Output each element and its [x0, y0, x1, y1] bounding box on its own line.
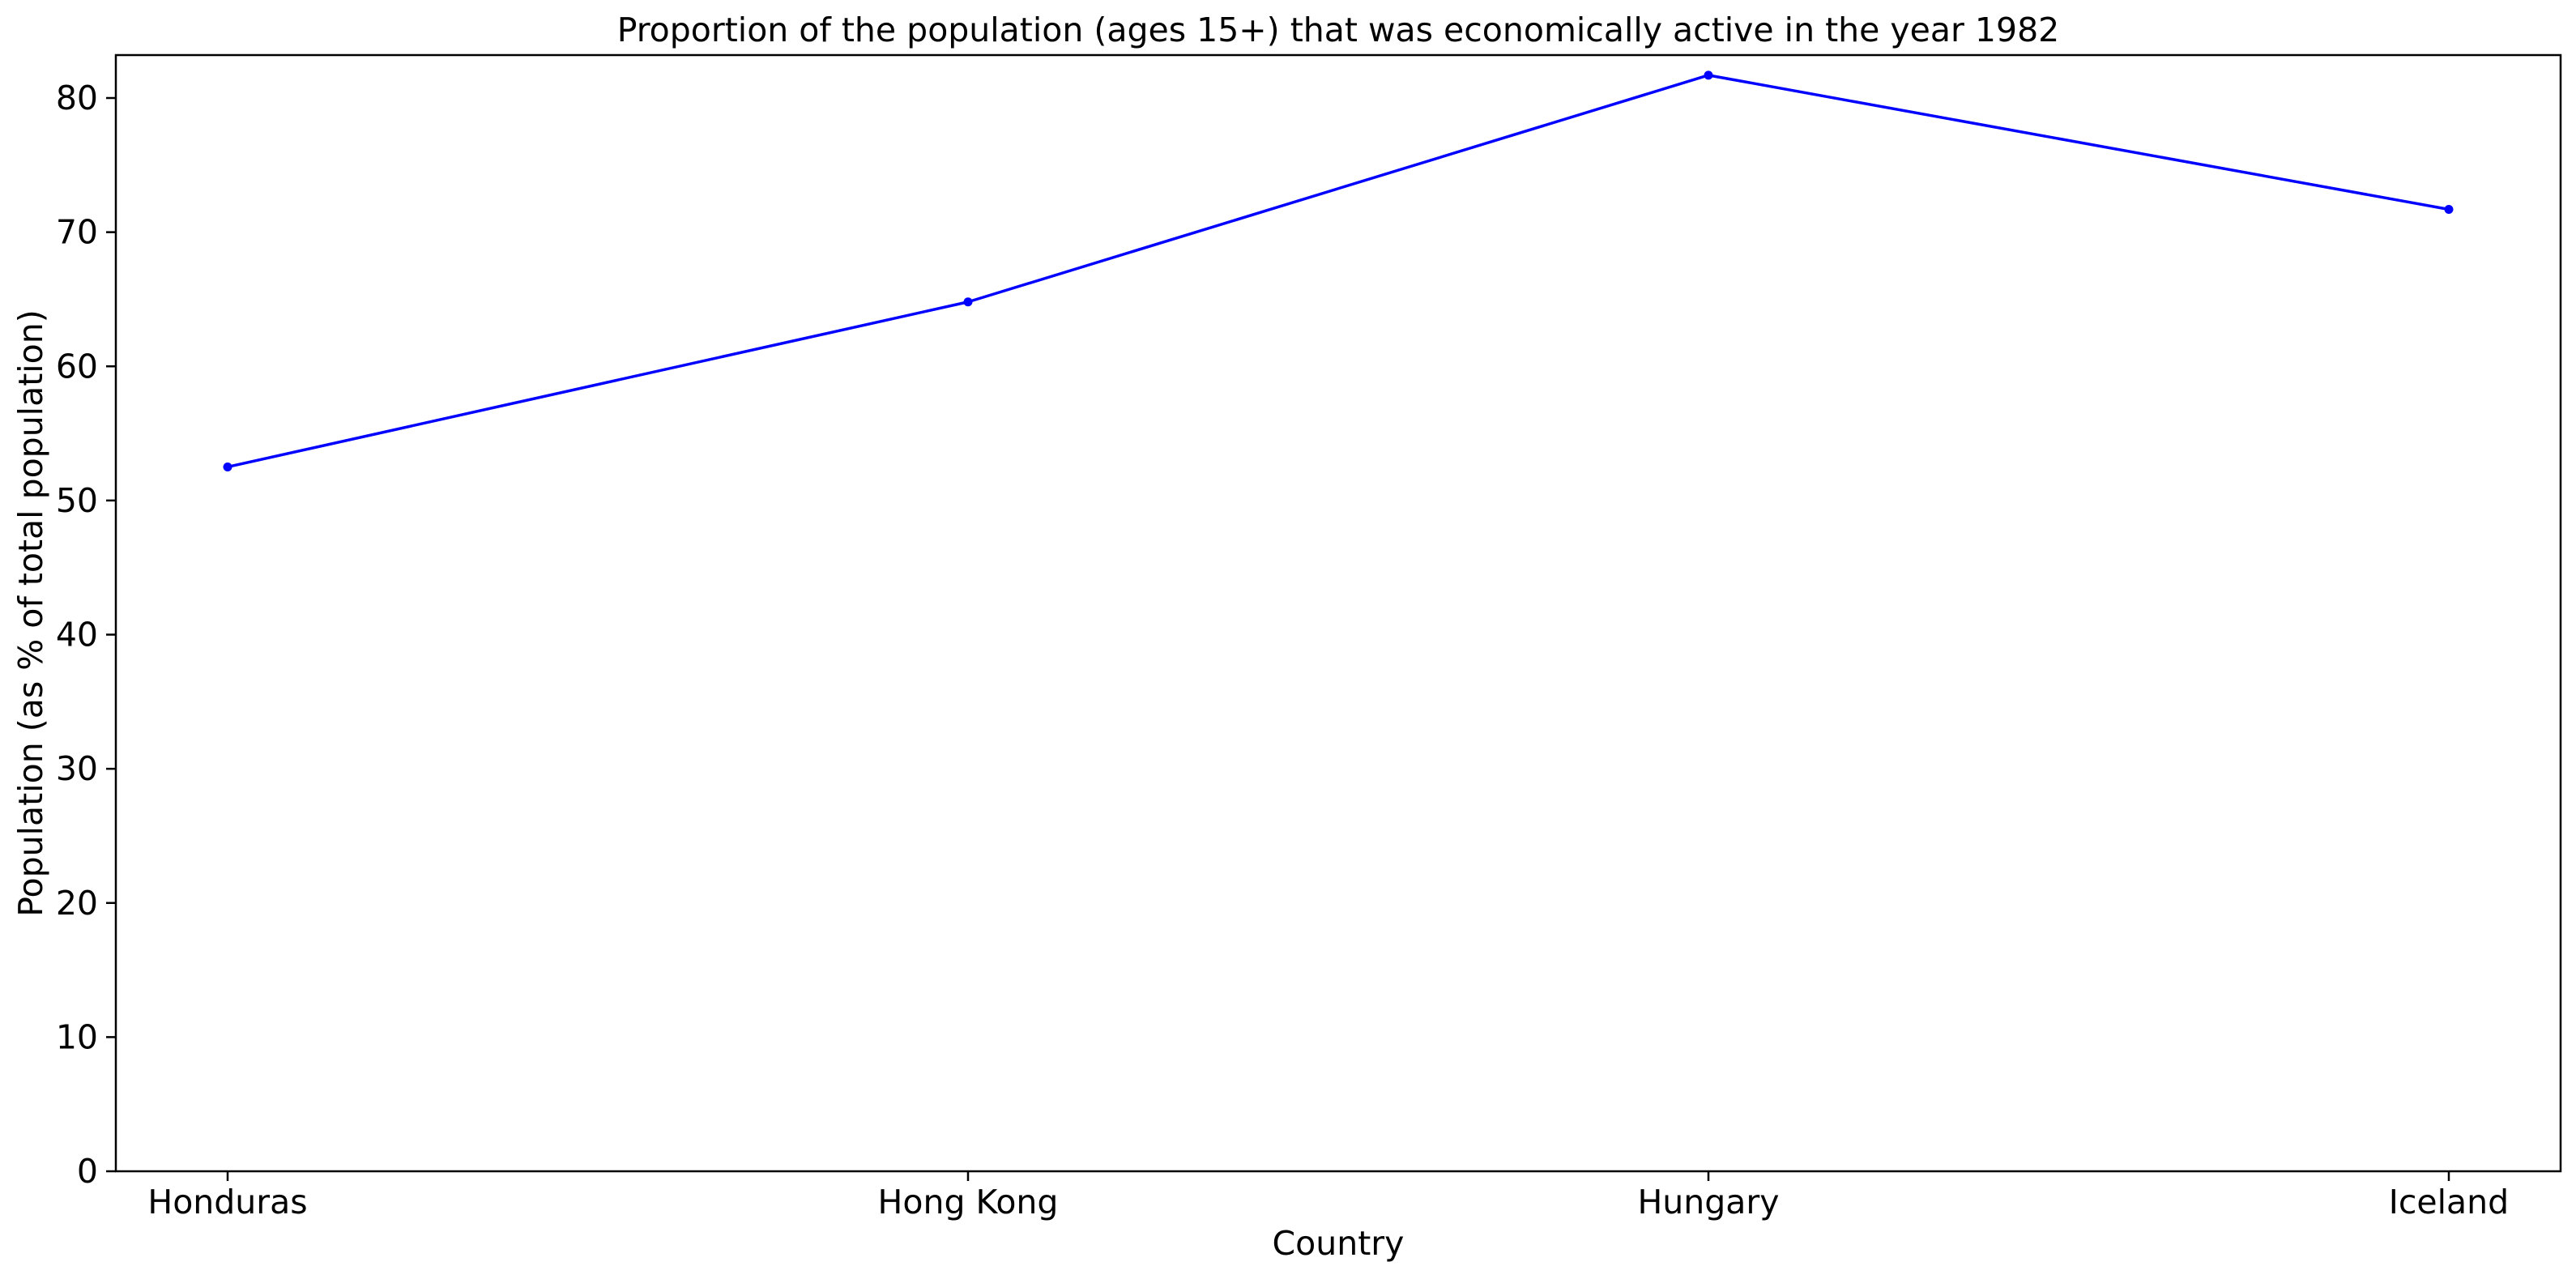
y-tick-label-8: 80: [56, 79, 98, 117]
x-tick-label-3: Iceland: [2389, 1183, 2509, 1221]
data-point-hong-kong: [964, 297, 973, 306]
x-axis-label: Country: [1273, 1224, 1405, 1263]
data-point-iceland: [2445, 205, 2454, 214]
x-tick-label-1: Hong Kong: [878, 1183, 1059, 1221]
chart-title: Proportion of the population (ages 15+) …: [617, 11, 2060, 49]
y-tick-label-4: 40: [56, 616, 98, 654]
y-tick-label-3: 30: [56, 749, 98, 788]
y-tick-label-2: 20: [56, 884, 98, 923]
y-tick-label-6: 60: [56, 347, 98, 386]
y-tick-label-7: 70: [56, 213, 98, 252]
data-point-honduras: [224, 463, 232, 471]
data-point-hungary: [1704, 70, 1713, 79]
x-tick-label-2: Hungary: [1637, 1183, 1779, 1221]
y-tick-label-1: 10: [56, 1017, 98, 1056]
y-tick-label-0: 0: [77, 1152, 98, 1191]
y-axis-label: Population (as % of total population): [11, 309, 50, 916]
x-tick-label-0: Honduras: [147, 1183, 307, 1221]
y-tick-label-5: 50: [56, 481, 98, 520]
